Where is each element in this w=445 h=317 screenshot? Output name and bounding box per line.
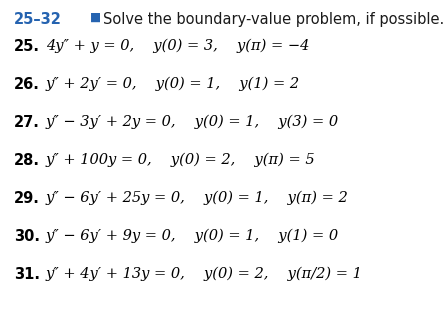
Text: y″ + 100y = 0,  y(0) = 2,  y(π) = 5: y″ + 100y = 0, y(0) = 2, y(π) = 5 [46, 153, 316, 167]
Text: 29.: 29. [14, 191, 40, 206]
Text: y″ − 3y′ + 2y = 0,  y(0) = 1,  y(3) = 0: y″ − 3y′ + 2y = 0, y(0) = 1, y(3) = 0 [46, 115, 339, 129]
Text: 25.: 25. [14, 39, 40, 54]
Text: ■: ■ [90, 11, 101, 24]
Text: 28.: 28. [14, 153, 40, 168]
Text: Solve the boundary-value problem, if possible.: Solve the boundary-value problem, if pos… [103, 12, 444, 27]
Text: 4y″ + y = 0,  y(0) = 3,  y(π) = −4: 4y″ + y = 0, y(0) = 3, y(π) = −4 [46, 39, 309, 53]
Text: 31.: 31. [14, 267, 40, 282]
Text: y″ − 6y′ + 25y = 0,  y(0) = 1,  y(π) = 2: y″ − 6y′ + 25y = 0, y(0) = 1, y(π) = 2 [46, 191, 349, 205]
Text: 26.: 26. [14, 77, 40, 92]
Text: 30.: 30. [14, 229, 40, 244]
Text: 25–32: 25–32 [14, 12, 62, 27]
Text: y″ − 6y′ + 9y = 0,  y(0) = 1,  y(1) = 0: y″ − 6y′ + 9y = 0, y(0) = 1, y(1) = 0 [46, 229, 339, 243]
Text: y″ + 4y′ + 13y = 0,  y(0) = 2,  y(π/2) = 1: y″ + 4y′ + 13y = 0, y(0) = 2, y(π/2) = 1 [46, 267, 363, 281]
Text: 27.: 27. [14, 115, 40, 130]
Text: y″ + 2y′ = 0,  y(0) = 1,  y(1) = 2: y″ + 2y′ = 0, y(0) = 1, y(1) = 2 [46, 77, 300, 91]
